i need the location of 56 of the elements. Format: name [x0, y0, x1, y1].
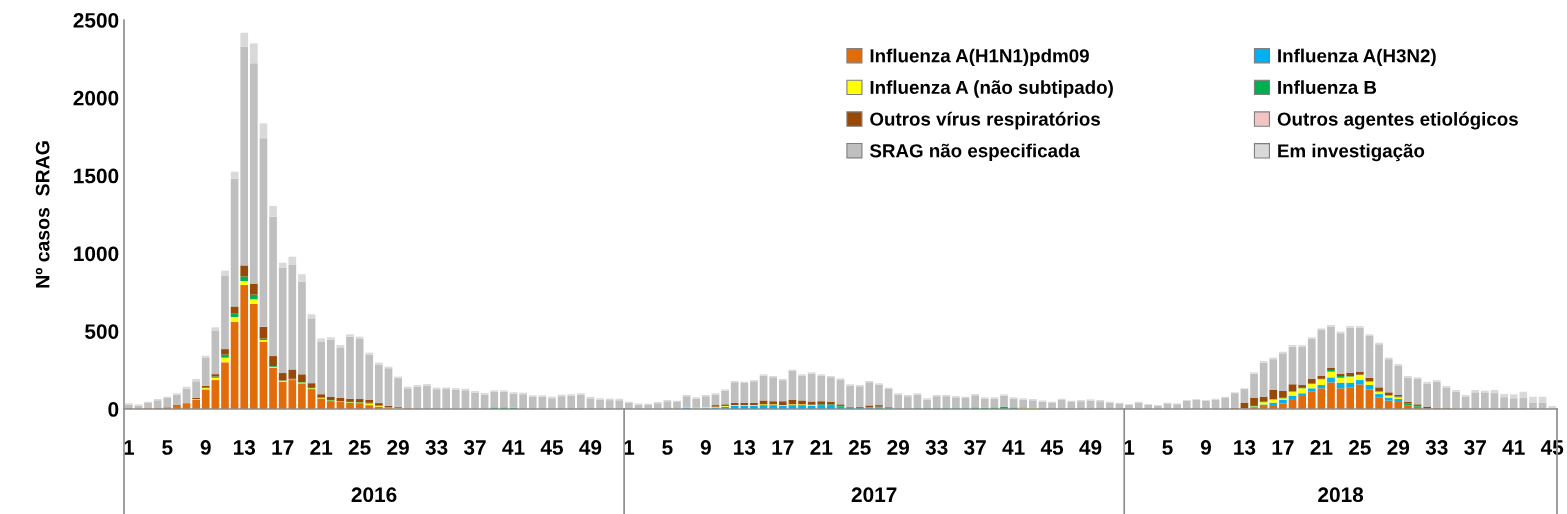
x-tick-label: 5	[1162, 440, 1173, 455]
x-tick-label: 33	[425, 440, 448, 455]
x-tick-label: 45	[540, 440, 563, 455]
x-tick-label: 9	[700, 440, 711, 455]
x-tick-label: 1	[1124, 440, 1135, 455]
x-tick-label: 25	[1348, 440, 1371, 455]
y-tick-label: 2000	[73, 90, 119, 106]
x-tick-label: 49	[579, 440, 602, 455]
x-tick-label: 1	[624, 440, 635, 455]
x-tick-label: 41	[502, 440, 525, 455]
text: 2016	[351, 487, 397, 503]
legend-label: Influenza A(H1N1)pdm09	[870, 48, 1089, 67]
y-axis-title: Nº casos SRAG	[35, 141, 50, 288]
legend-label: Influenza A(H3N2)	[1278, 48, 1436, 67]
x-tick-label: 13	[734, 440, 756, 455]
x-tick-label: 17	[772, 440, 794, 455]
x-tick-label: 33	[925, 440, 948, 455]
x-tick-label: 37	[964, 440, 986, 455]
legend-label: Outros agentes etiológicos	[1277, 111, 1518, 130]
y-tick-label: 1000	[74, 246, 119, 262]
x-tick-label: 17	[1272, 440, 1294, 455]
x-tick-label: 29	[1387, 440, 1410, 455]
x-tick-label: 29	[387, 440, 409, 455]
x-tick-label: 25	[848, 440, 871, 455]
x-tick-label: 13	[233, 440, 256, 455]
text: 2017	[851, 487, 897, 503]
x-tick-label: 49	[1079, 440, 1102, 455]
legend-label: Em investigação	[1278, 143, 1425, 162]
x-tick-label: 41	[1502, 440, 1525, 455]
x-tick-label: 45	[1540, 440, 1564, 455]
x-tick-label: 21	[310, 440, 333, 455]
x-tick-label: 21	[1310, 440, 1333, 455]
x-tick-label: 41	[1002, 440, 1025, 455]
x-tick-label: 5	[662, 440, 673, 455]
x-tick-label: 17	[272, 440, 294, 455]
x-tick-label: 33	[1425, 440, 1448, 455]
x-tick-label: 13	[1234, 440, 1256, 455]
x-tick-label: 21	[810, 440, 833, 455]
x-tick-label: 25	[348, 440, 371, 455]
legend-label: Influenza B	[1278, 80, 1377, 95]
x-tick-label: 9	[200, 440, 211, 455]
legend-label: Outros vírus respiratórios	[870, 111, 1100, 130]
x-tick-label: 9	[1200, 440, 1211, 455]
y-tick-label: 500	[85, 324, 119, 339]
y-tick-label: 1500	[74, 168, 119, 184]
x-tick-label: 45	[1040, 440, 1064, 455]
x-tick-label: 37	[463, 440, 486, 455]
x-tick-label: 1	[124, 440, 135, 455]
legend-label: SRAG não especificada	[869, 143, 1081, 162]
x-tick-label: 29	[887, 440, 910, 455]
x-tick-label: 37	[1464, 440, 1486, 455]
legend-label: Influenza A (não subtipado)	[870, 80, 1113, 98]
y-tick-label: 2500	[73, 13, 119, 28]
y-tick-label: 0	[108, 402, 119, 417]
text: 2018	[1318, 487, 1364, 503]
x-tick-label: 5	[162, 440, 173, 455]
